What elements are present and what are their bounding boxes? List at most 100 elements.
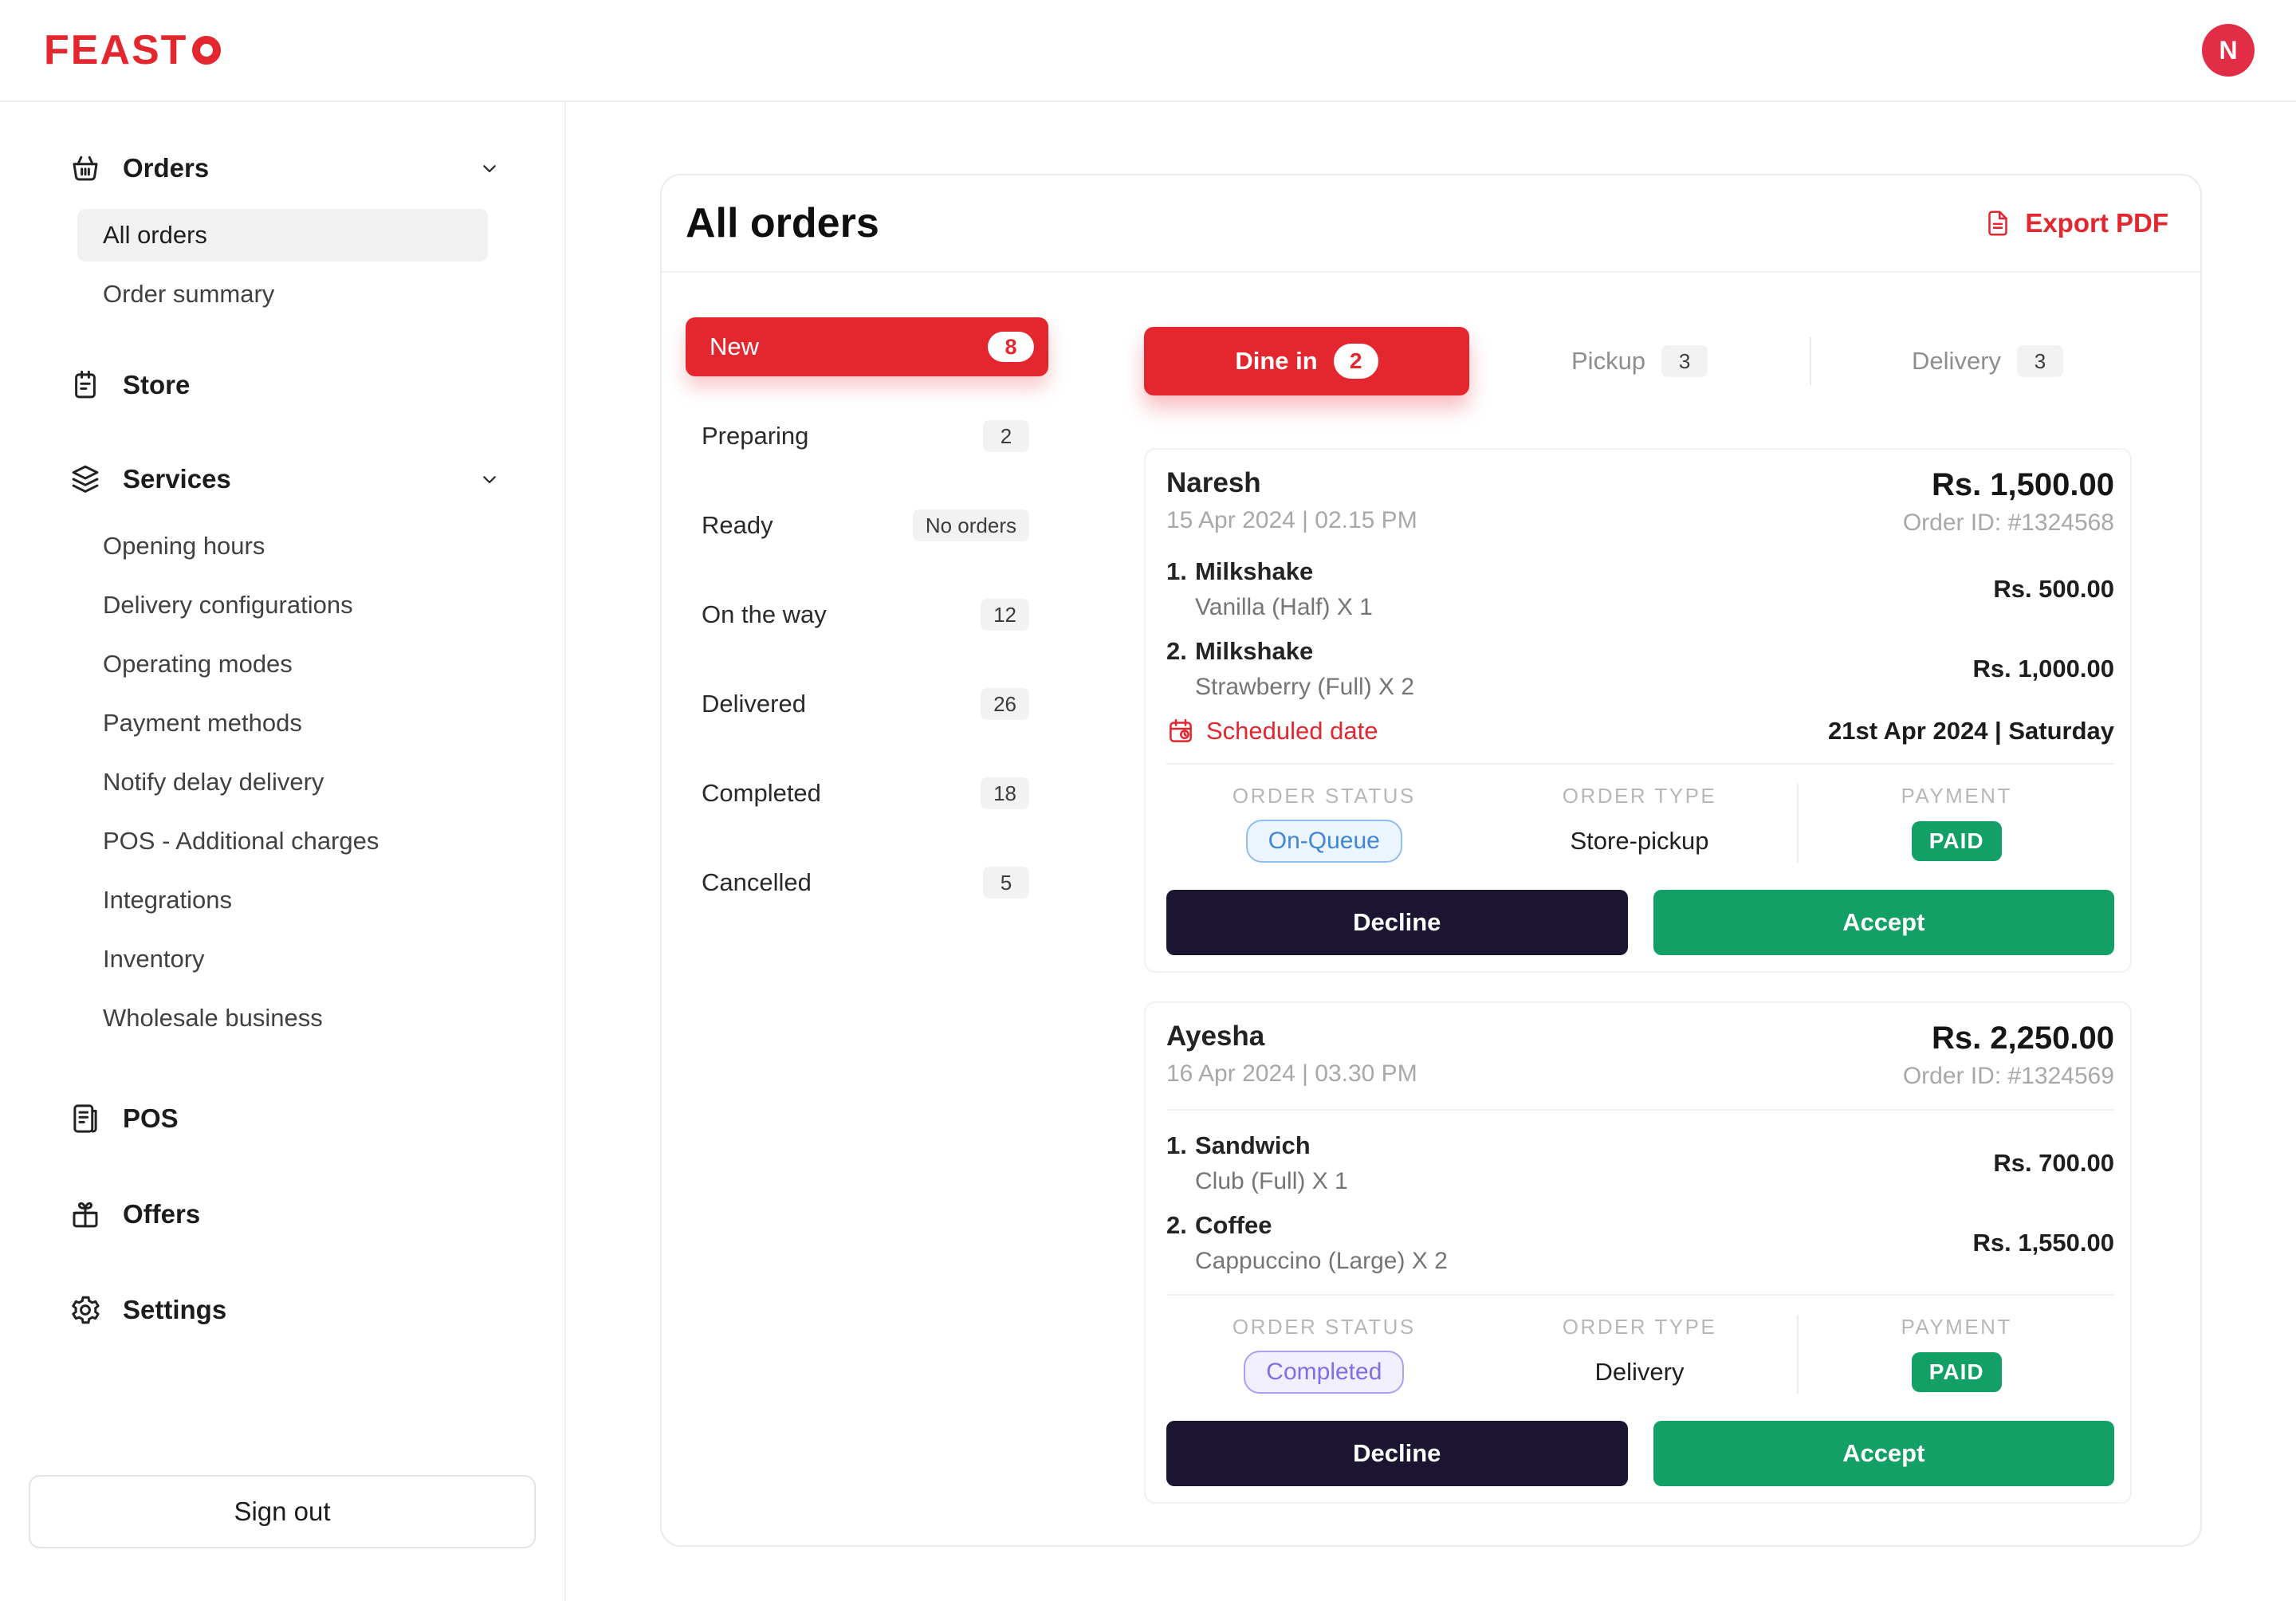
order-item-index: 1. [1166, 1131, 1187, 1159]
order-type-tabs: Dine in 2 Pickup 3 Delivery 3 [1144, 327, 2132, 395]
sidebar-item-settings[interactable]: Settings [0, 1280, 564, 1339]
order-item-left: 1. Milkshake Vanilla (Half) X 1 [1166, 557, 1373, 621]
order-header-left: Naresh 15 Apr 2024 | 02.15 PM [1166, 467, 1417, 537]
basket-icon [69, 151, 102, 185]
sidebar-item-store[interactable]: Store [0, 356, 564, 415]
sidebar-item-all-orders[interactable]: All orders [77, 209, 488, 262]
sidebar-item-inventory[interactable]: Inventory [103, 945, 205, 973]
order-status-value: Completed [1244, 1351, 1405, 1394]
tab-delivery[interactable]: Delivery 3 [1912, 345, 2064, 377]
calendar-clock-icon [1166, 717, 1195, 745]
order-card: Naresh 15 Apr 2024 | 02.15 PM Rs. 1,500.00… [1144, 448, 2132, 973]
order-id: Order ID: #1324568 [1902, 509, 2114, 536]
export-pdf-button[interactable]: Export PDF [1983, 207, 2168, 239]
sidebar-item-operating-modes[interactable]: Operating modes [103, 650, 293, 678]
order-datetime: 16 Apr 2024 | 03.30 PM [1166, 1060, 1417, 1087]
order-header-right: Rs. 1,500.00 Order ID: #1324568 [1903, 467, 2114, 537]
order-item-price: Rs. 1,550.00 [1972, 1229, 2114, 1257]
sidebar-item-payment-methods[interactable]: Payment methods [103, 709, 302, 737]
decline-button[interactable]: Decline [1166, 890, 1628, 955]
order-item-title: 2. Coffee [1166, 1211, 1448, 1240]
tab-count-badge: 3 [2017, 345, 2064, 377]
panel-header: All orders Export PDF [662, 175, 2200, 273]
sidebar-item-offers[interactable]: Offers [0, 1185, 564, 1244]
gear-icon [69, 1293, 102, 1327]
order-status-label: ORDER STATUS [1232, 784, 1416, 808]
status-filter-delivered[interactable]: Delivered 26 [686, 675, 1048, 734]
orders-column: Dine in 2 Pickup 3 Delivery 3 Naresh 15 Apr 20… [1144, 327, 2132, 1545]
order-meta-row: ORDER STATUS On-Queue ORDER TYPE Store-pick… [1166, 784, 2114, 863]
tab-dine-in[interactable]: Dine in 2 [1144, 327, 1469, 395]
status-filter-completed[interactable]: Completed 18 [686, 764, 1048, 823]
status-filter-new[interactable]: New 8 [686, 317, 1048, 376]
sidebar-item-opening-hours[interactable]: Opening hours [103, 532, 265, 560]
order-card-header: Ayesha 16 Apr 2024 | 03.30 PM Rs. 2,250.00… [1166, 1021, 2114, 1111]
order-item: 1. Milkshake Vanilla (Half) X 1 Rs. 500.00 [1166, 557, 2114, 621]
decline-button[interactable]: Decline [1166, 1421, 1628, 1486]
status-filter-ready[interactable]: Ready No orders [686, 496, 1048, 555]
status-count-badge: 8 [988, 332, 1034, 362]
order-status-badge: On-Queue [1245, 820, 1402, 863]
order-items: 1. Milkshake Vanilla (Half) X 1 Rs. 500.00 2… [1166, 557, 2114, 701]
main-area: All orders Export PDF New 8 Preparing 2 Read… [566, 102, 2296, 1601]
payment: PAYMENT PAID [1799, 1315, 2114, 1394]
tab-separator [1810, 337, 1812, 385]
customer-name: Naresh [1166, 467, 1261, 498]
order-item-left: 2. Coffee Cappuccino (Large) X 2 [1166, 1211, 1448, 1275]
sidebar-item-pos[interactable]: POS [0, 1089, 564, 1148]
payment-paid-badge: PAID [1911, 1352, 2002, 1392]
order-header-left: Ayesha 16 Apr 2024 | 03.30 PM [1166, 1021, 1417, 1090]
status-filter-on-the-way[interactable]: On the way 12 [686, 585, 1048, 644]
status-filter-preparing[interactable]: Preparing 2 [686, 407, 1048, 466]
order-item-name: Milkshake [1195, 637, 1314, 665]
order-item-title: 1. Sandwich [1166, 1131, 1348, 1160]
sidebar-item-wholesale-business[interactable]: Wholesale business [103, 1004, 323, 1032]
status-filter-label: On the way [702, 600, 827, 628]
sidebar: Orders All orders Order summary Store Servic… [0, 102, 566, 1601]
accept-button[interactable]: Accept [1653, 890, 2114, 955]
gift-icon [69, 1198, 102, 1231]
order-status: ORDER STATUS On-Queue [1166, 784, 1482, 863]
order-items: 1. Sandwich Club (Full) X 1 Rs. 700.00 2. Cof… [1166, 1131, 2114, 1296]
feasto-logo[interactable]: FEAST [44, 26, 222, 74]
sidebar-item-delivery-configurations[interactable]: Delivery configurations [103, 591, 353, 619]
page-title: All orders [686, 200, 879, 246]
sidebar-item-integrations[interactable]: Integrations [103, 886, 232, 914]
order-id: Order ID: #1324569 [1902, 1063, 2114, 1089]
order-card-header: Naresh 15 Apr 2024 | 02.15 PM Rs. 1,500.00… [1166, 467, 2114, 537]
order-card: Ayesha 16 Apr 2024 | 03.30 PM Rs. 2,250.00… [1144, 1001, 2132, 1504]
status-count-badge: No orders [912, 509, 1029, 541]
order-type-value: Store-pickup [1570, 820, 1708, 863]
order-item-index: 1. [1166, 557, 1187, 585]
tab-count-badge: 2 [1333, 344, 1378, 379]
status-filter-label: Delivered [702, 690, 806, 718]
sidebar-item-order-summary[interactable]: Order summary [103, 280, 275, 308]
sidebar-item-label: Settings [123, 1295, 227, 1324]
sidebar-item-pos-additional-charges[interactable]: POS - Additional charges [103, 827, 379, 855]
status-filter-label: Completed [702, 779, 821, 807]
accept-button[interactable]: Accept [1653, 1421, 2114, 1486]
sidebar-item-notify-delay-delivery[interactable]: Notify delay delivery [103, 768, 324, 796]
order-item-variant: Club (Full) X 1 [1195, 1168, 1348, 1194]
status-count-badge: 5 [983, 867, 1029, 899]
status-filter-cancelled[interactable]: Cancelled 5 [686, 853, 1048, 912]
tab-label: Dine in [1235, 347, 1318, 375]
user-avatar[interactable]: N [2202, 24, 2255, 77]
order-item-title: 2. Milkshake [1166, 637, 1414, 666]
sign-out-button[interactable]: Sign out [29, 1475, 536, 1548]
sidebar-item-orders[interactable]: Orders [0, 139, 564, 198]
status-filter-label: Cancelled [702, 868, 812, 896]
order-header-right: Rs. 2,250.00 Order ID: #1324569 [1903, 1021, 2114, 1090]
payment-label: PAYMENT [1901, 784, 2012, 808]
sidebar-item-label: Services [123, 464, 231, 494]
status-count-badge: 12 [981, 599, 1029, 631]
customer-name: Ayesha [1166, 1021, 1265, 1052]
logo-o-icon [192, 36, 222, 65]
order-item: 2. Milkshake Strawberry (Full) X 2 Rs. 1,00… [1166, 637, 2114, 701]
order-item-name: Milkshake [1195, 557, 1314, 585]
order-item-price: Rs. 700.00 [1993, 1149, 2114, 1177]
tab-pickup[interactable]: Pickup 3 [1571, 345, 1708, 377]
pdf-file-icon [1983, 207, 2012, 239]
sidebar-item-services[interactable]: Services [0, 450, 564, 509]
